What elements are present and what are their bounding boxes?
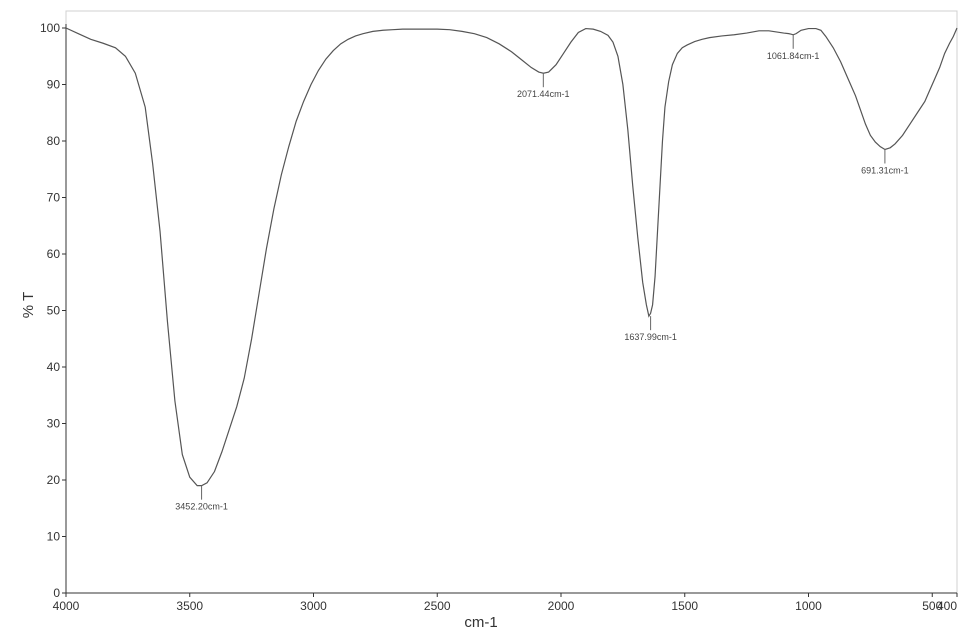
x-tick-label: 3000 [300,599,327,613]
peak-label: 2071.44cm-1 [517,89,570,99]
peak-label: 691.31cm-1 [861,165,909,175]
y-axis-label: % T [20,292,37,318]
x-axis-label: cm-1 [464,614,497,629]
y-tick-label: 40 [47,360,61,374]
y-tick-label: 80 [47,134,61,148]
x-tick-label: 2000 [548,599,575,613]
y-tick-label: 20 [47,473,61,487]
y-tick-label: 0 [53,586,60,600]
y-axis-ticks: 0 10 20 30 40 50 60 70 80 90 100 [40,21,66,600]
y-tick-label: 50 [47,304,61,318]
peak-label: 3452.20cm-1 [175,502,228,512]
x-tick-label: 1500 [671,599,698,613]
peak-annotations: 3452.20cm-1 2071.44cm-1 1637.99cm-1 1061.84… [175,34,909,512]
y-tick-label: 10 [47,530,61,544]
x-tick-label: 2500 [424,599,451,613]
x-tick-label: 4000 [53,599,80,613]
x-tick-label: 400 [937,599,957,613]
y-tick-label: 70 [47,191,61,205]
peak-label: 1637.99cm-1 [624,332,677,342]
y-tick-label: 30 [47,417,61,431]
x-tick-label: 500 [922,599,942,613]
y-tick-label: 60 [47,247,61,261]
x-tick-label: 1000 [795,599,822,613]
y-tick-label: 100 [40,21,60,35]
peak-label: 1061.84cm-1 [767,51,820,61]
x-tick-label: 3500 [176,599,203,613]
y-tick-label: 90 [47,78,61,92]
spectrum-line [65,27,958,487]
